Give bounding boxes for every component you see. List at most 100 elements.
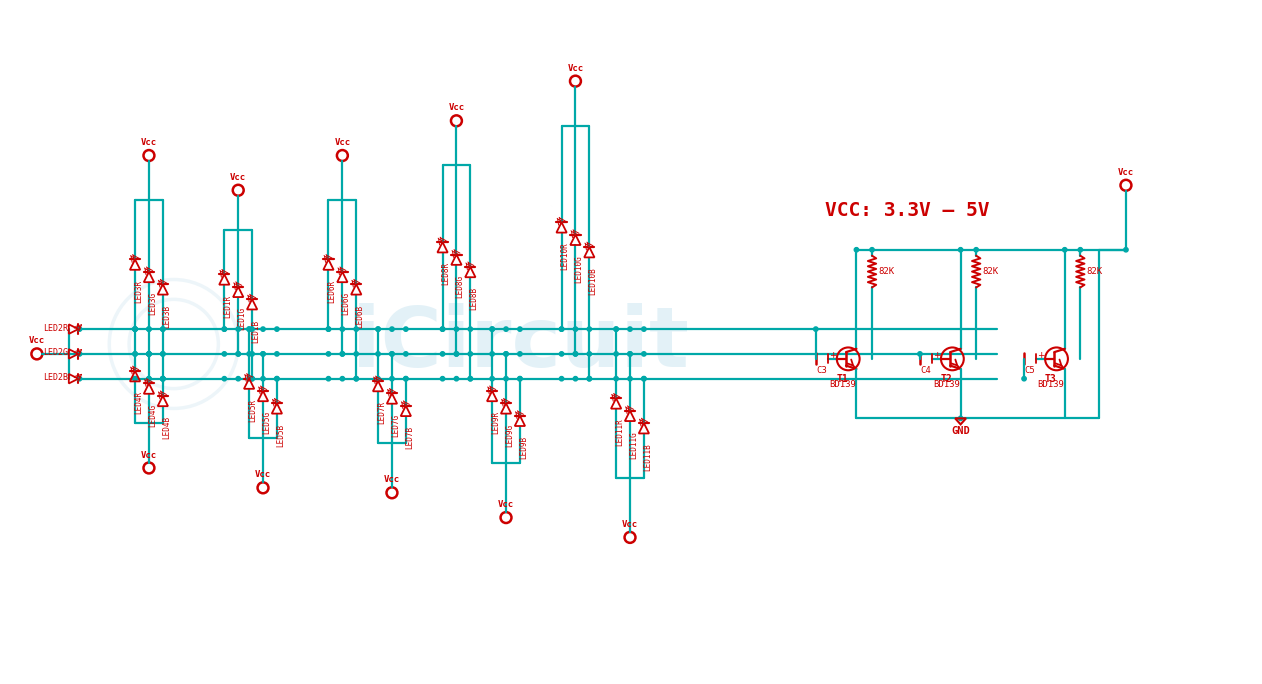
Text: 82K: 82K — [878, 267, 895, 276]
Circle shape — [627, 352, 632, 356]
Circle shape — [468, 352, 472, 356]
Text: LED6R: LED6R — [327, 280, 337, 303]
Circle shape — [613, 352, 618, 356]
Text: Vcc: Vcc — [255, 471, 271, 479]
Text: +: + — [1037, 352, 1045, 360]
Circle shape — [404, 376, 408, 381]
Circle shape — [247, 327, 251, 331]
Text: T1: T1 — [837, 374, 848, 384]
Circle shape — [490, 352, 495, 356]
Circle shape — [490, 376, 495, 381]
Circle shape — [77, 352, 82, 356]
Circle shape — [261, 327, 265, 331]
Text: LED7R: LED7R — [377, 402, 386, 424]
Text: LED2G: LED2G — [43, 348, 68, 358]
Circle shape — [146, 376, 151, 381]
Circle shape — [250, 352, 254, 356]
Text: Vcc: Vcc — [568, 64, 583, 73]
Text: LED10R: LED10R — [560, 243, 569, 270]
Text: BD139: BD139 — [1037, 380, 1064, 389]
Circle shape — [327, 327, 331, 331]
Circle shape — [133, 376, 138, 381]
Text: LED8B: LED8B — [469, 287, 478, 311]
Circle shape — [559, 327, 564, 331]
Circle shape — [613, 376, 618, 381]
Text: T2: T2 — [940, 374, 953, 384]
Circle shape — [261, 376, 265, 381]
Circle shape — [133, 352, 138, 356]
Text: 82K: 82K — [982, 267, 998, 276]
Circle shape — [573, 352, 578, 356]
Text: iCircuit: iCircuit — [352, 304, 689, 384]
Text: +: + — [934, 352, 941, 360]
Circle shape — [854, 248, 858, 252]
Circle shape — [641, 376, 646, 381]
Text: GND: GND — [952, 426, 970, 436]
Text: LED6G: LED6G — [342, 292, 351, 315]
Text: T3: T3 — [1045, 374, 1056, 384]
Circle shape — [160, 376, 165, 381]
Text: Vcc: Vcc — [1118, 168, 1135, 177]
Circle shape — [341, 352, 345, 356]
Circle shape — [627, 352, 632, 356]
Circle shape — [222, 327, 226, 331]
Circle shape — [341, 327, 345, 331]
Circle shape — [327, 352, 331, 356]
Circle shape — [250, 376, 254, 381]
Circle shape — [250, 376, 254, 381]
Circle shape — [440, 376, 444, 381]
Circle shape — [504, 376, 509, 381]
Text: LED11G: LED11G — [628, 431, 639, 459]
Circle shape — [468, 376, 472, 381]
Circle shape — [261, 352, 265, 356]
Circle shape — [247, 327, 251, 331]
Text: Vcc: Vcc — [230, 173, 246, 182]
Circle shape — [341, 352, 345, 356]
Text: LED3G: LED3G — [148, 292, 156, 315]
Text: LED1B: LED1B — [251, 319, 260, 343]
Circle shape — [404, 327, 408, 331]
Text: Vcc: Vcc — [448, 103, 464, 112]
Circle shape — [261, 352, 265, 356]
Circle shape — [77, 327, 82, 331]
Text: C3: C3 — [817, 366, 828, 375]
Text: Vcc: Vcc — [384, 475, 400, 484]
Circle shape — [440, 352, 444, 356]
Circle shape — [355, 376, 358, 381]
Circle shape — [613, 327, 618, 331]
Circle shape — [917, 352, 923, 356]
Text: C5: C5 — [1025, 366, 1036, 375]
Circle shape — [390, 327, 394, 331]
Circle shape — [376, 352, 380, 356]
Circle shape — [355, 352, 358, 356]
Text: LED11B: LED11B — [642, 443, 652, 471]
Circle shape — [958, 248, 963, 252]
Text: LED1R: LED1R — [223, 295, 232, 317]
Text: LED9G: LED9G — [505, 423, 514, 447]
Circle shape — [376, 327, 380, 331]
Circle shape — [641, 327, 646, 331]
Circle shape — [160, 376, 165, 381]
Text: LED6B: LED6B — [356, 304, 365, 328]
Circle shape — [641, 376, 646, 381]
Circle shape — [133, 327, 138, 331]
Circle shape — [77, 376, 82, 381]
Circle shape — [627, 376, 632, 381]
Circle shape — [160, 352, 165, 356]
Circle shape — [160, 327, 165, 331]
Text: LED4R: LED4R — [134, 391, 143, 415]
Circle shape — [341, 376, 345, 381]
Circle shape — [146, 352, 151, 356]
Circle shape — [587, 327, 592, 331]
Circle shape — [146, 376, 151, 381]
Text: VCC: 3.3V – 5V: VCC: 3.3V – 5V — [825, 200, 989, 220]
Text: LED5B: LED5B — [276, 423, 285, 447]
Text: LED9B: LED9B — [519, 436, 528, 459]
Text: LED2R: LED2R — [43, 324, 68, 332]
Circle shape — [587, 376, 592, 381]
Text: Vcc: Vcc — [141, 138, 156, 147]
Circle shape — [355, 376, 358, 381]
Text: +: + — [829, 352, 837, 360]
Circle shape — [1078, 248, 1083, 252]
Circle shape — [587, 376, 592, 381]
